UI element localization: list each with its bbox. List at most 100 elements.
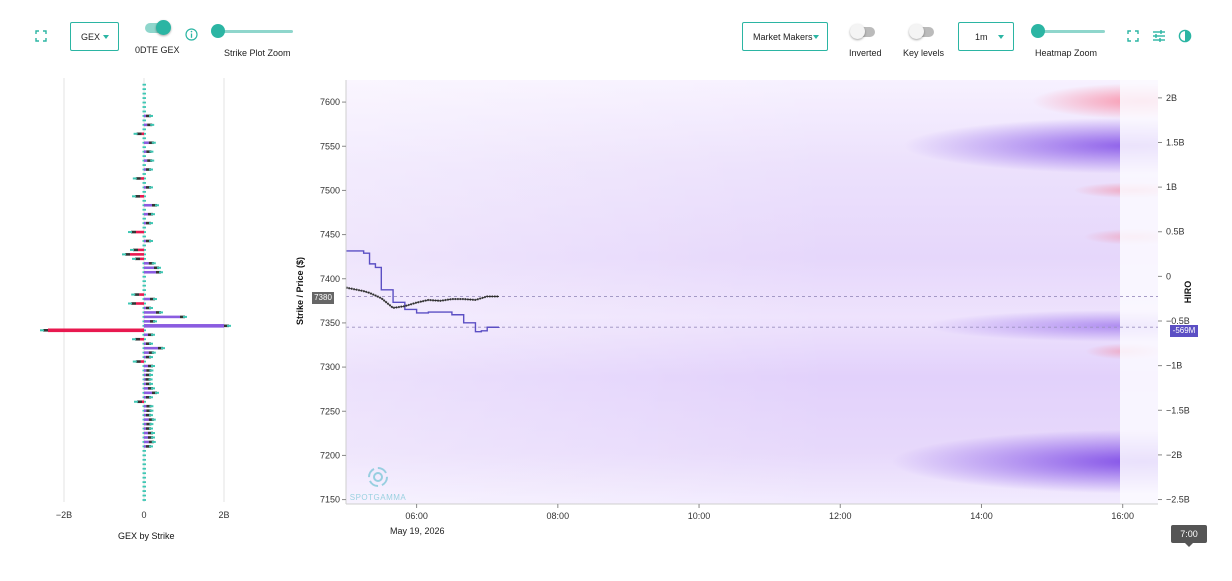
gex-bar[interactable] xyxy=(144,382,146,386)
gex-bar[interactable] xyxy=(136,302,144,305)
fullscreen-icon[interactable] xyxy=(34,30,48,44)
zero-dte-toggle[interactable] xyxy=(145,20,171,35)
gex-bar-cap xyxy=(146,369,152,372)
gex-stem-mark xyxy=(142,458,146,461)
key-levels-toggle[interactable] xyxy=(909,24,934,39)
gex-bar-cap-accent xyxy=(149,342,153,345)
gex-bar[interactable] xyxy=(144,440,149,444)
gex-bar-cap xyxy=(136,132,142,136)
gex-stem-mark xyxy=(142,235,146,238)
gex-bar[interactable] xyxy=(144,391,152,395)
strike-zoom-thumb[interactable] xyxy=(211,24,225,38)
gex-stem-mark xyxy=(142,329,146,332)
gex-bar[interactable] xyxy=(144,141,149,145)
gex-bar[interactable] xyxy=(139,293,144,296)
gex-stem-mark xyxy=(142,490,146,492)
gex-bar[interactable] xyxy=(144,387,148,390)
gex-bar[interactable] xyxy=(144,369,147,372)
gex-bar[interactable] xyxy=(144,364,148,368)
y-tick-label: 7550 xyxy=(320,141,340,151)
gex-bar[interactable] xyxy=(142,400,144,404)
heatmap-zoom-thumb[interactable] xyxy=(1031,24,1045,38)
gex-bar[interactable] xyxy=(48,328,144,333)
gex-bar[interactable] xyxy=(136,230,144,234)
gex-bar[interactable] xyxy=(144,320,150,323)
participant-select[interactable]: Market Makers xyxy=(742,22,828,51)
gex-bar[interactable] xyxy=(144,186,146,189)
gex-bar[interactable] xyxy=(140,195,144,198)
x-tick-label: 08:00 xyxy=(547,511,570,521)
gex-bar[interactable] xyxy=(144,413,146,417)
gex-bar[interactable] xyxy=(144,436,148,439)
gex-bar[interactable] xyxy=(144,203,152,207)
gex-bar[interactable] xyxy=(144,395,146,399)
y-tick-label: 7350 xyxy=(320,318,340,328)
gex-bar-cap-accent xyxy=(155,391,159,394)
gex-bar[interactable] xyxy=(144,239,146,243)
gex-bar[interactable] xyxy=(130,253,144,256)
gex-bar[interactable] xyxy=(140,177,144,180)
gex-bar-cap-accent xyxy=(153,298,157,301)
gex-bar-cap-accent xyxy=(151,436,155,439)
gex-bar[interactable] xyxy=(144,409,147,412)
gex-bar[interactable] xyxy=(140,337,144,341)
hiro-tick-label: 0 xyxy=(1166,271,1171,281)
gex-bar[interactable] xyxy=(141,132,144,136)
gex-bar[interactable] xyxy=(144,373,146,377)
gex-bar[interactable] xyxy=(144,297,150,301)
gex-bar[interactable] xyxy=(144,123,148,127)
fullscreen-icon[interactable] xyxy=(1126,30,1140,44)
gex-stem-mark xyxy=(142,338,146,341)
gex-bar-cap-accent xyxy=(183,315,187,318)
info-icon[interactable] xyxy=(184,28,198,42)
gex-stem-mark xyxy=(142,128,146,131)
heatmap-plot[interactable]: SPOTGAMMA xyxy=(346,80,1158,504)
interval-select[interactable]: 1m xyxy=(958,22,1014,51)
gex-bar[interactable] xyxy=(144,306,146,310)
gex-bar[interactable] xyxy=(144,342,146,345)
gex-bar[interactable] xyxy=(144,346,158,350)
gex-bar[interactable] xyxy=(144,445,146,448)
gex-bar[interactable] xyxy=(144,168,146,171)
gex-bar[interactable] xyxy=(144,221,146,225)
gex-bar-cap xyxy=(152,203,157,207)
gex-bar[interactable] xyxy=(140,360,144,363)
gex-bar-cap-accent xyxy=(150,123,155,126)
gex-bar[interactable] xyxy=(144,355,146,359)
gex-stem-mark xyxy=(142,360,146,363)
gex-bar[interactable] xyxy=(144,422,147,426)
gex-bar[interactable] xyxy=(144,159,148,162)
gex-bar[interactable] xyxy=(144,351,149,354)
tune-icon[interactable] xyxy=(1152,29,1166,43)
gex-stem-mark xyxy=(142,400,146,403)
gex-bar[interactable] xyxy=(144,270,156,274)
contrast-icon[interactable] xyxy=(1178,29,1192,43)
metric-select[interactable]: GEX xyxy=(70,22,119,51)
gex-bar[interactable] xyxy=(144,311,156,314)
gex-bar[interactable] xyxy=(144,114,146,118)
gex-bar[interactable] xyxy=(144,427,146,430)
gex-bar[interactable] xyxy=(138,248,144,252)
gex-bar-cap-accent xyxy=(157,266,161,269)
gex-bar[interactable] xyxy=(144,315,180,319)
strike-zoom-slider[interactable] xyxy=(215,30,293,33)
gex-bar[interactable] xyxy=(144,212,148,216)
gex-bar[interactable] xyxy=(144,333,148,337)
gex-bar[interactable] xyxy=(144,150,147,153)
gex-bar[interactable] xyxy=(144,266,154,270)
gex-bar-cap xyxy=(146,427,151,430)
gex-bar-cap xyxy=(137,400,142,404)
gex-bar-cap-accent xyxy=(159,311,163,314)
gex-bar[interactable] xyxy=(140,257,144,261)
gex-bar[interactable] xyxy=(144,378,146,381)
gex-bar[interactable] xyxy=(144,262,149,265)
key-levels-toggle-knob xyxy=(909,24,924,39)
inverted-toggle[interactable] xyxy=(850,24,875,39)
metric-select-value: GEX xyxy=(81,31,101,42)
gex-bar[interactable] xyxy=(144,431,148,435)
gex-bar-cap-accent xyxy=(149,423,154,426)
heatmap-zoom-slider[interactable] xyxy=(1035,30,1105,33)
gex-bar[interactable] xyxy=(144,404,147,408)
gex-bar[interactable] xyxy=(144,324,224,328)
gex-bar[interactable] xyxy=(144,418,149,421)
